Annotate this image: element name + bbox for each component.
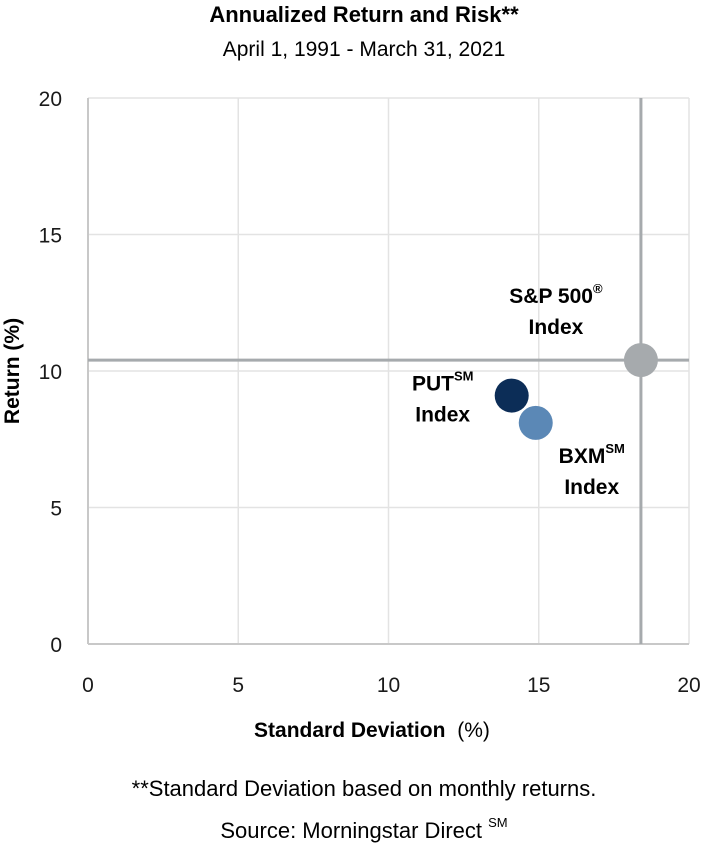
- point-put: [494, 378, 529, 413]
- point-label-sup: SM: [454, 369, 474, 384]
- point-sp500: [623, 343, 658, 378]
- point-label-sup: SM: [605, 441, 625, 456]
- point-label-sup: ®: [593, 281, 603, 296]
- footnote-monthly: **Standard Deviation based on monthly re…: [132, 776, 597, 801]
- point-label-name: BXM: [559, 445, 606, 468]
- point-label-line2-sp500: Index: [528, 316, 583, 339]
- data-points: [494, 343, 658, 440]
- y-axis-title: Return (%): [1, 318, 24, 424]
- x-tick-labels: 0 5 10 15 20: [82, 674, 701, 697]
- point-label-line2-bxm: Index: [564, 476, 619, 499]
- point-label-sp500: S&P 500®: [509, 281, 603, 308]
- point-label-line2-put: Index: [415, 404, 470, 427]
- footnote-source-sup: SM: [488, 815, 508, 830]
- y-tick-label: 5: [50, 498, 62, 521]
- x-tick-label: 20: [677, 674, 700, 697]
- chart-title: Annualized Return and Risk**: [209, 2, 519, 27]
- y-tick-labels: 0 5 10 15 20: [39, 88, 62, 657]
- y-tick-label: 15: [39, 225, 62, 248]
- chart-subtitle: April 1, 1991 - March 31, 2021: [223, 38, 506, 61]
- point-label-name: S&P 500: [509, 285, 593, 308]
- point-label-name: PUT: [412, 373, 454, 396]
- footnote-source: Source: Morningstar Direct SM: [220, 815, 507, 843]
- x-axis-title-main: Standard Deviation: [254, 719, 445, 742]
- y-tick-label: 10: [39, 361, 62, 384]
- point-label-put: PUTSM: [412, 369, 474, 396]
- x-tick-label: 15: [527, 674, 550, 697]
- x-tick-label: 5: [232, 674, 244, 697]
- x-axis-title: Standard Deviation (%): [254, 719, 490, 742]
- x-tick-label: 0: [82, 674, 94, 697]
- point-bxm: [518, 405, 553, 440]
- y-tick-label: 20: [39, 88, 62, 111]
- point-label-bxm: BXMSM: [559, 441, 625, 468]
- axis-lines: [87, 98, 689, 645]
- x-tick-label: 10: [377, 674, 400, 697]
- gridlines: [88, 97, 690, 644]
- y-tick-label: 0: [50, 634, 62, 657]
- footnote-source-main: Source: Morningstar Direct: [220, 818, 482, 843]
- x-axis-title-unit: (%): [457, 719, 490, 742]
